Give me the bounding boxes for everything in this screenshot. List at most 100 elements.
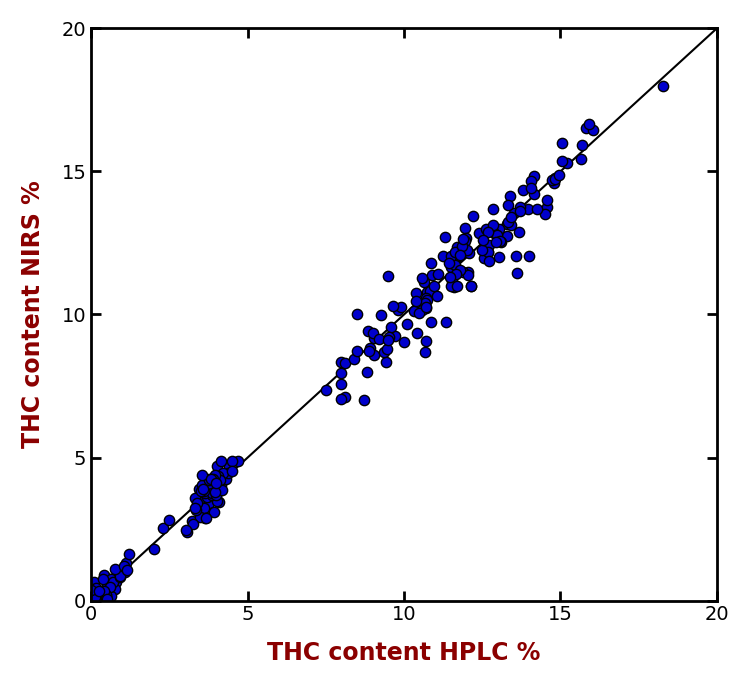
Point <box>436 250 448 261</box>
Point <box>480 223 492 234</box>
Point <box>212 466 224 477</box>
Point <box>425 316 437 327</box>
Point <box>422 286 434 297</box>
Point <box>197 502 209 513</box>
Point <box>483 255 495 266</box>
Point <box>444 272 456 283</box>
Point <box>467 210 479 221</box>
Point <box>490 237 502 248</box>
Point <box>203 473 215 484</box>
Point <box>100 583 112 594</box>
Point <box>449 259 461 270</box>
Point <box>447 268 459 279</box>
Point <box>335 357 347 368</box>
Point <box>382 334 394 345</box>
Point <box>420 302 432 313</box>
Point <box>206 488 218 499</box>
Point <box>214 474 226 485</box>
Point <box>123 548 135 559</box>
Point <box>548 178 560 189</box>
Point <box>105 573 117 584</box>
Point <box>413 307 425 318</box>
Point <box>525 176 537 187</box>
Point <box>194 484 206 495</box>
Point <box>211 495 223 506</box>
Point <box>546 175 558 186</box>
Point <box>88 577 100 588</box>
Point <box>457 234 469 245</box>
Point <box>419 276 430 287</box>
Point <box>419 298 431 309</box>
Point <box>368 333 380 344</box>
Point <box>101 578 113 589</box>
Point <box>380 356 392 367</box>
Point <box>446 281 458 292</box>
Point <box>208 472 220 483</box>
Point <box>90 582 102 593</box>
Point <box>374 309 386 320</box>
Point <box>482 246 494 257</box>
Point <box>203 497 215 508</box>
Point <box>453 250 465 261</box>
Point <box>576 140 588 151</box>
Point <box>378 347 390 358</box>
Point <box>212 471 224 482</box>
Point <box>362 366 374 377</box>
Point <box>90 593 102 604</box>
Point <box>503 216 515 227</box>
Point <box>351 346 363 357</box>
Point <box>196 480 208 491</box>
Point <box>363 346 375 357</box>
Point <box>504 191 516 202</box>
Point <box>458 266 470 277</box>
Point <box>100 590 112 601</box>
Point <box>104 591 116 602</box>
Point <box>232 456 244 466</box>
Point <box>226 465 238 476</box>
Point <box>459 222 471 233</box>
Point <box>431 291 443 302</box>
Point <box>188 503 200 514</box>
Point <box>483 239 495 250</box>
Y-axis label: THC content NIRS %: THC content NIRS % <box>21 180 45 449</box>
Point <box>339 357 351 368</box>
Point <box>216 484 228 495</box>
Point <box>452 241 464 252</box>
Point <box>494 224 506 235</box>
Point <box>98 585 109 596</box>
Point <box>110 576 122 587</box>
Point <box>382 270 394 281</box>
Point <box>556 155 568 166</box>
Point <box>493 252 505 263</box>
Point <box>198 502 210 513</box>
Point <box>200 512 211 523</box>
Point <box>452 248 464 259</box>
Point <box>574 154 586 165</box>
Point <box>395 301 407 312</box>
Point <box>209 475 221 486</box>
Point <box>164 515 176 526</box>
Point <box>462 270 474 281</box>
Point <box>514 201 526 212</box>
Point <box>473 228 485 239</box>
Point <box>106 590 118 601</box>
Point <box>200 508 211 519</box>
Point <box>462 266 474 277</box>
Point <box>200 510 212 521</box>
Point <box>348 353 360 364</box>
Point <box>432 269 444 280</box>
Point <box>658 80 670 91</box>
Point <box>556 138 568 149</box>
Point <box>401 319 413 330</box>
Point <box>120 558 132 569</box>
Point <box>195 486 207 497</box>
Point <box>554 169 566 180</box>
Point <box>512 267 524 278</box>
Point <box>502 200 514 211</box>
Point <box>97 573 109 584</box>
Point <box>209 490 220 501</box>
Point <box>451 268 463 279</box>
Point <box>103 578 115 589</box>
Point <box>424 285 436 296</box>
Point <box>465 280 477 291</box>
